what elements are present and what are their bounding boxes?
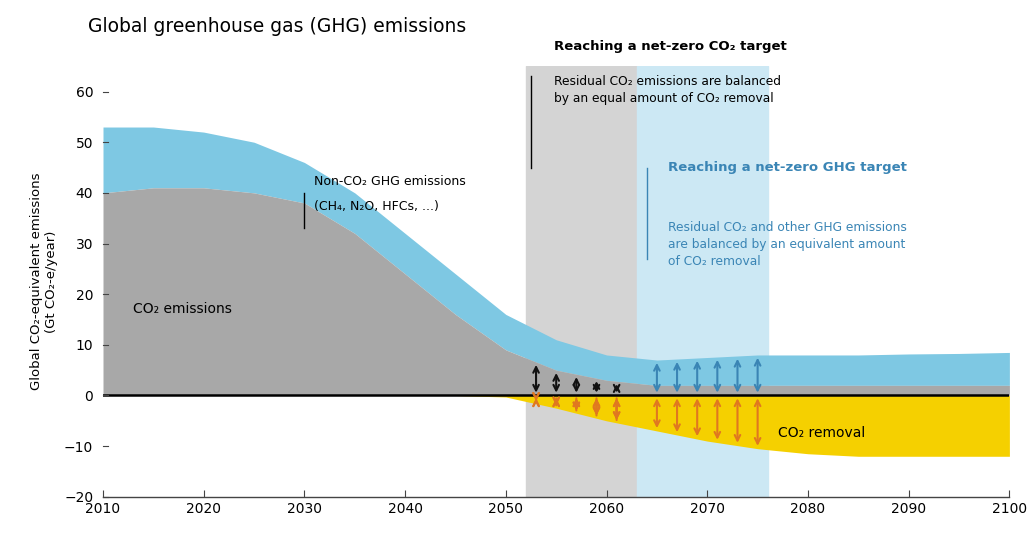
Text: CO₂ emissions: CO₂ emissions [133, 302, 232, 316]
Text: Reaching a net-zero GHG target: Reaching a net-zero GHG target [667, 161, 906, 174]
Text: Residual CO₂ and other GHG emissions
are balanced by an equivalent amount
of CO₂: Residual CO₂ and other GHG emissions are… [667, 221, 906, 268]
Text: Reaching a net-zero CO₂ target: Reaching a net-zero CO₂ target [554, 40, 787, 54]
Text: Non-CO₂ GHG emissions: Non-CO₂ GHG emissions [314, 175, 467, 188]
Text: CO₂ removal: CO₂ removal [778, 427, 865, 440]
Bar [526, 66, 637, 497]
Y-axis label: Global CO₂-equivalent emissions
(Gt CO₂-e/year): Global CO₂-equivalent emissions (Gt CO₂-… [31, 173, 59, 390]
Text: (CH₄, N₂O, HFCs, ...): (CH₄, N₂O, HFCs, ...) [314, 200, 440, 214]
Bar [637, 66, 767, 497]
Text: Global greenhouse gas (GHG) emissions: Global greenhouse gas (GHG) emissions [88, 17, 466, 35]
Text: Residual CO₂ emissions are balanced
by an equal amount of CO₂ removal: Residual CO₂ emissions are balanced by a… [554, 75, 782, 105]
